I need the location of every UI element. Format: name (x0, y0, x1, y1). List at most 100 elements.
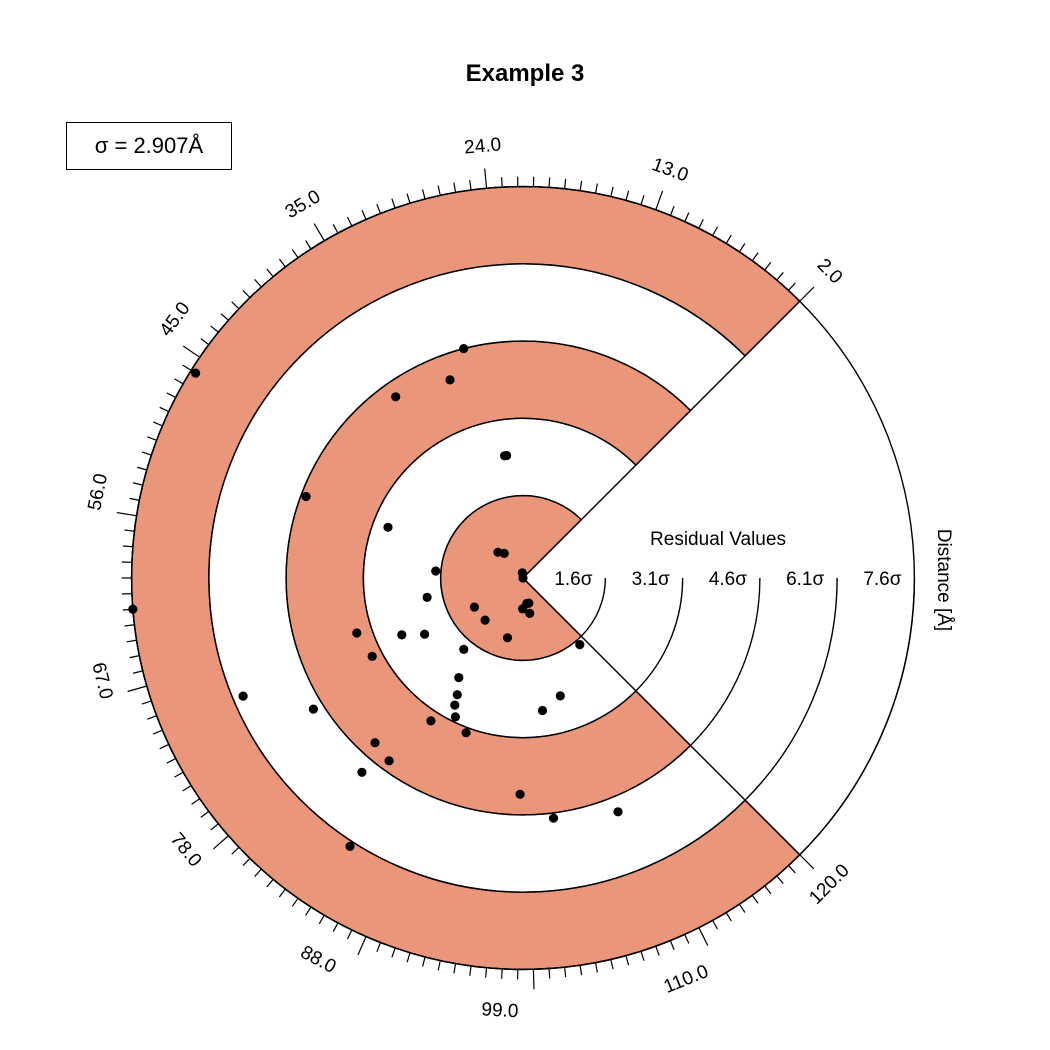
minor-tick (738, 903, 746, 913)
ring-1 (439, 494, 582, 662)
ring-3 (285, 340, 692, 816)
minor-tick (421, 956, 426, 967)
minor-tick (159, 743, 170, 750)
minor-tick (166, 392, 176, 399)
major-tick (484, 168, 488, 189)
data-point (301, 491, 311, 502)
minor-tick (346, 216, 353, 227)
major-tick (698, 927, 709, 946)
angular-tick-label: 99.0 (481, 999, 519, 1022)
shaded-bands (130, 185, 801, 971)
data-point (469, 602, 479, 612)
minor-tick (437, 960, 441, 971)
minor-tick (266, 268, 274, 278)
minor-tick (625, 190, 630, 201)
radial-axis-title: Residual Values (650, 529, 786, 550)
data-point (357, 767, 367, 777)
angular-tick-label: 110.0 (661, 961, 712, 998)
minor-tick (318, 914, 325, 925)
minor-tick (231, 301, 240, 310)
radial-tick-label: 6.1σ (786, 569, 824, 590)
data-point (345, 841, 355, 852)
minor-tick (210, 823, 219, 831)
minor-tick (278, 888, 286, 898)
minor-tick (501, 177, 503, 188)
minor-tick (579, 180, 583, 191)
major-tick (532, 969, 535, 990)
data-point (383, 522, 393, 532)
data-point (420, 629, 430, 639)
data-point (575, 640, 585, 650)
minor-tick (152, 729, 163, 735)
angular-tick-label: 24.0 (463, 134, 502, 158)
data-point (391, 392, 401, 402)
data-point (426, 716, 436, 726)
minor-tick (191, 798, 201, 805)
data-point (502, 633, 513, 643)
minor-tick (501, 968, 503, 979)
minor-tick (788, 865, 796, 874)
minor-tick (712, 920, 719, 930)
minor-tick (182, 364, 192, 371)
major-tick (182, 345, 201, 358)
minor-tick (548, 968, 551, 979)
minor-tick (579, 965, 583, 976)
minor-tick (640, 951, 645, 961)
minor-tick (437, 185, 441, 196)
data-point (450, 712, 460, 722)
angular-tick-label: 2.0 (813, 255, 847, 289)
major-tick (116, 511, 137, 517)
angular-tick-label: 88.0 (297, 942, 340, 978)
angular-axis-title: Distance [Å] (933, 529, 954, 631)
minor-tick (132, 670, 143, 674)
minor-tick (182, 785, 192, 792)
data-point (548, 813, 559, 823)
angular-tick-label: 13.0 (649, 154, 691, 186)
minor-tick (610, 959, 614, 970)
minor-tick (147, 436, 157, 441)
sigma-label: σ = 2.907Å (94, 133, 204, 158)
minor-tick (200, 338, 210, 346)
minor-tick (725, 912, 732, 922)
data-point (459, 644, 469, 655)
sigma-legend: σ = 2.907Å (66, 122, 232, 170)
data-point (445, 375, 455, 385)
chart-title: Example 3 (466, 60, 585, 87)
minor-tick (776, 875, 784, 884)
minor-tick (231, 846, 240, 855)
ring-4 (208, 263, 746, 893)
major-tick (357, 936, 367, 956)
minor-tick (126, 639, 137, 643)
minor-tick (266, 878, 274, 888)
minor-tick (776, 272, 784, 281)
minor-tick (564, 178, 567, 189)
data-point (500, 451, 510, 461)
minor-tick (564, 967, 567, 978)
minor-tick (376, 203, 382, 214)
minor-tick (122, 545, 133, 548)
minor-tick (738, 243, 746, 253)
minor-tick (174, 771, 184, 778)
minor-tick (200, 810, 210, 818)
data-point (128, 604, 138, 614)
minor-tick (391, 198, 396, 209)
minor-tick (655, 945, 660, 956)
data-point (480, 615, 490, 625)
minor-tick (124, 624, 135, 627)
data-point (454, 673, 464, 683)
radial-tick-labels: 1.6σ 3.1σ 4.6σ 6.1σ 7.6σ (554, 569, 901, 590)
minor-tick (625, 955, 630, 966)
data-point (459, 344, 469, 354)
sector-arc-3 (690, 577, 761, 747)
minor-tick (764, 885, 772, 895)
data-point (493, 547, 503, 557)
angular-ticks (116, 168, 815, 990)
minor-tick (254, 868, 262, 877)
minor-tick (406, 952, 411, 963)
minor-tick (669, 205, 675, 216)
radial-rings (130, 185, 916, 971)
minor-tick (751, 894, 759, 904)
minor-tick (305, 240, 312, 250)
radial-tick-label: 7.6σ (863, 569, 901, 590)
